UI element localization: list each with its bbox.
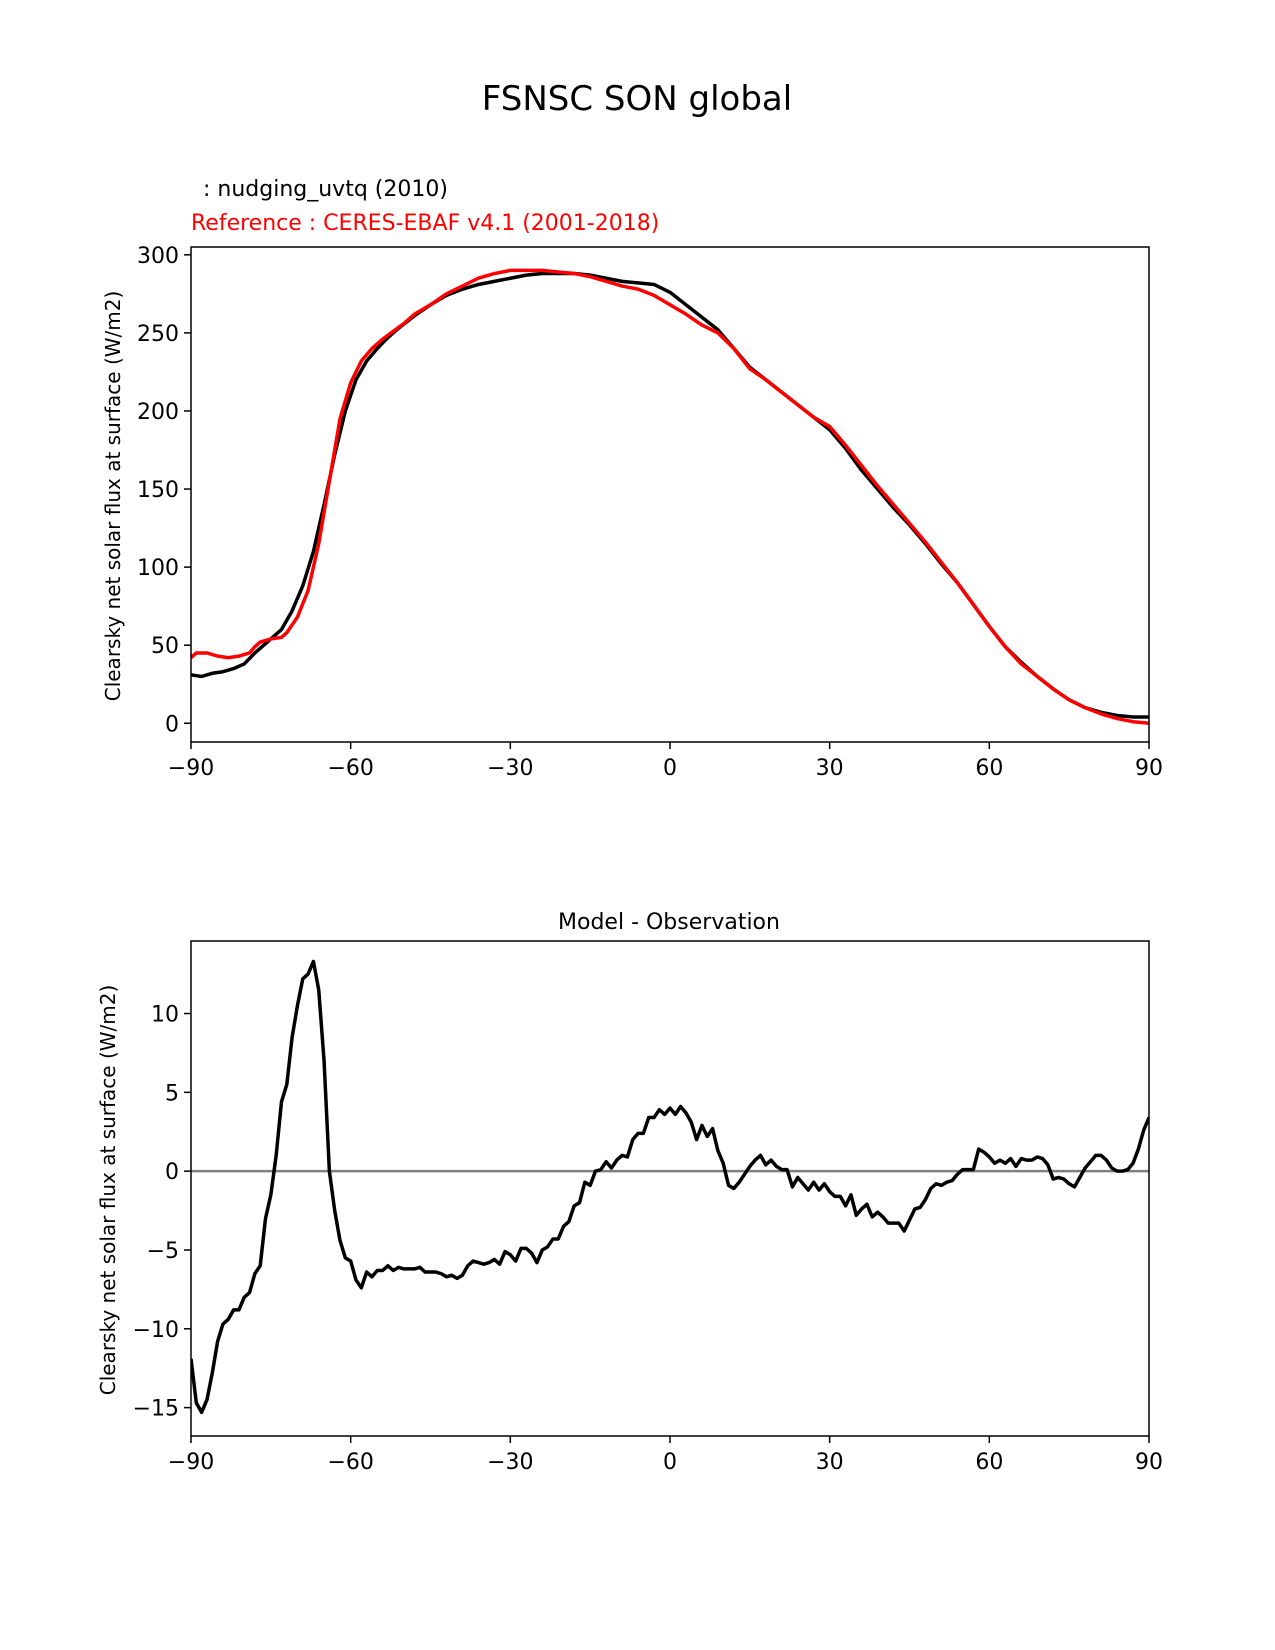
bottom-x-tick-label: −30: [487, 1450, 533, 1475]
bottom-x-tick-label: 60: [975, 1450, 1003, 1475]
top-y-tick-label: 150: [137, 478, 179, 503]
bottom-y-tick-label: 10: [151, 1003, 179, 1028]
top-series-line-1: [191, 268, 1149, 726]
top-line-chart: : nudging_uvtq (2010) Reference : CERES-…: [101, 177, 1163, 781]
bottom-x-tick-label: −60: [327, 1450, 373, 1475]
bottom-y-tick-label: 0: [165, 1160, 179, 1185]
difference-chart-title: Model - Observation: [558, 910, 780, 935]
top-y-tick-label: 250: [137, 322, 179, 347]
top-x-tick-label: 30: [816, 756, 844, 781]
top-y-axis-label: Clearsky net solar flux at surface (W/m2…: [101, 291, 125, 702]
bottom-y-axis-label: Clearsky net solar flux at surface (W/m2…: [96, 985, 120, 1396]
figure-suptitle: FSNSC SON global: [482, 79, 792, 119]
reference-label: Reference : CERES-EBAF v4.1 (2001-2018): [191, 211, 659, 236]
bottom-y-tick-label: −15: [133, 1397, 179, 1422]
bottom-y-tick-label: −10: [133, 1318, 179, 1343]
top-x-tick-label: 0: [663, 756, 677, 781]
top-x-tick-label: 60: [975, 756, 1003, 781]
top-y-tick-label: 50: [151, 634, 179, 659]
bottom-x-tick-label: 90: [1135, 1450, 1163, 1475]
top-y-tick-label: 0: [165, 712, 179, 737]
bottom-x-tick-label: 30: [816, 1450, 844, 1475]
bottom-series-line-0: [191, 959, 1149, 1415]
top-x-tick-label: −30: [487, 756, 533, 781]
bottom-y-tick-label: −5: [147, 1239, 179, 1264]
top-y-tick-label: 300: [137, 244, 179, 269]
bottom-x-tick-label: −90: [168, 1450, 214, 1475]
bottom-y-tick-label: 5: [165, 1081, 179, 1106]
top-y-tick-label: 100: [137, 556, 179, 581]
top-x-tick-label: 90: [1135, 756, 1163, 781]
bottom-x-tick-label: 0: [663, 1450, 677, 1475]
top-x-tick-label: −90: [168, 756, 214, 781]
test-label: : nudging_uvtq (2010): [196, 177, 448, 202]
top-y-tick-label: 200: [137, 400, 179, 425]
top-x-tick-label: −60: [327, 756, 373, 781]
difference-line-chart: Model - Observation Clearsky net solar f…: [96, 910, 1163, 1475]
